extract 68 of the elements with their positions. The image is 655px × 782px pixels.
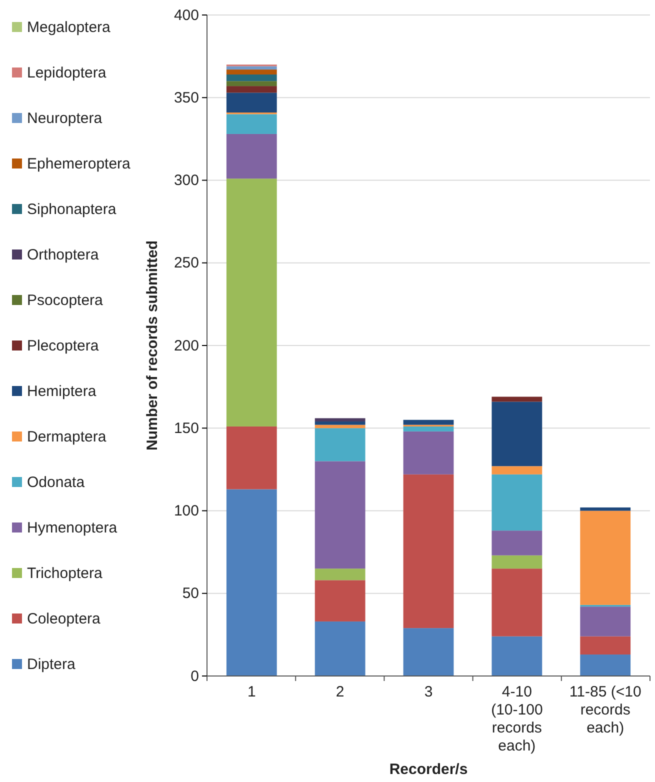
legend-label: Trichoptera	[27, 565, 103, 582]
bar	[492, 402, 542, 466]
y-tick-label: 50	[182, 585, 199, 602]
bar	[492, 568, 542, 636]
y-tick-label: 300	[174, 172, 199, 190]
bar	[226, 92, 277, 112]
bar	[403, 431, 454, 474]
bar	[580, 510, 631, 605]
legend-label: Hemiptera	[27, 383, 97, 400]
bar	[403, 628, 454, 676]
bar	[226, 74, 277, 82]
bar	[492, 530, 542, 556]
bar	[580, 606, 631, 636]
bar	[403, 474, 454, 628]
bar	[492, 555, 542, 569]
legend-label: Siphonaptera	[27, 201, 117, 218]
legend-label: Plecoptera	[27, 338, 100, 354]
legend-label: Orthoptera	[27, 246, 100, 264]
y-tick-label: 250	[174, 254, 199, 272]
x-tick-label: 1	[247, 684, 256, 701]
bar	[314, 568, 366, 580]
legend-label: Ephemeroptera	[27, 156, 132, 172]
legend-label: Dermaptera	[27, 428, 107, 446]
bar	[580, 654, 631, 676]
bar	[492, 474, 542, 531]
bar	[314, 621, 366, 676]
y-tick-label: 100	[174, 502, 199, 520]
y-tick-label: 350	[174, 89, 199, 106]
bar	[314, 418, 366, 422]
bar	[314, 424, 366, 428]
x-tick-label: 2	[336, 684, 344, 701]
bar	[403, 426, 454, 432]
legend-label: Neuroptera	[27, 110, 103, 127]
legend-label: Lepidoptera	[27, 64, 107, 82]
x-axis-title: Recorder/s	[389, 761, 468, 778]
y-tick-label: 150	[174, 420, 199, 437]
x-tick-label: 4-10 (10-100 records each)	[491, 684, 543, 755]
x-tick-label: 11-85 (<10 records each)	[569, 684, 642, 737]
bar	[492, 466, 542, 474]
y-tick-label: 0	[190, 668, 199, 685]
legend-label: Coleoptera	[27, 610, 102, 628]
legend-label: Odonata	[27, 474, 86, 491]
legend-label: Psocoptera	[27, 292, 104, 309]
y-tick-label: 400	[174, 6, 199, 24]
bar	[226, 489, 277, 676]
y-tick-label: 200	[174, 337, 199, 354]
legend-label: Hymenoptera	[27, 520, 118, 536]
x-tick-label: 3	[424, 684, 433, 701]
bar	[226, 134, 277, 179]
bar	[226, 426, 277, 490]
bar	[226, 66, 277, 70]
bar	[226, 70, 277, 74]
bar	[314, 580, 366, 622]
legend-label: Diptera	[27, 656, 76, 673]
bar	[226, 178, 277, 426]
bar	[492, 636, 542, 676]
bar	[314, 428, 366, 462]
bar	[314, 422, 366, 425]
bar	[314, 461, 366, 569]
bar	[580, 507, 631, 511]
bar	[580, 636, 631, 655]
bar	[226, 114, 277, 134]
bar	[492, 396, 542, 402]
bar	[226, 81, 277, 86]
bar	[226, 86, 277, 93]
y-axis-title: Number of records submitted	[144, 240, 161, 451]
legend-label: Megaloptera	[27, 19, 112, 36]
bar	[403, 420, 454, 425]
